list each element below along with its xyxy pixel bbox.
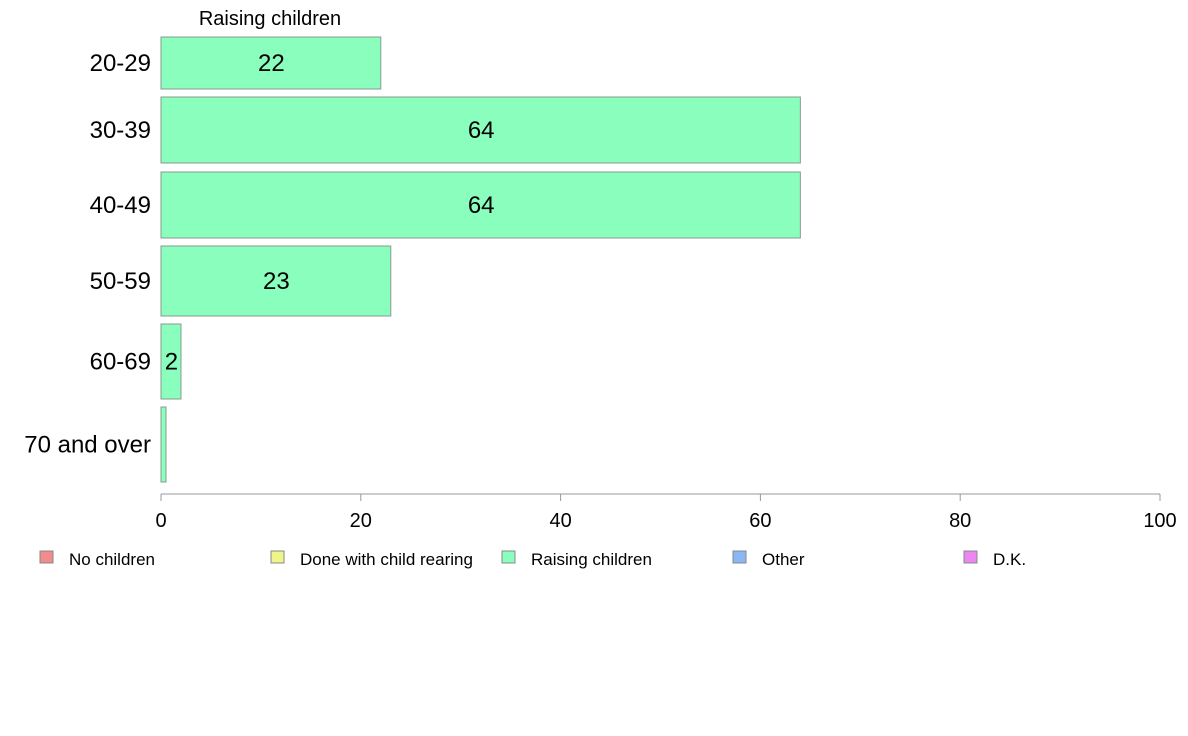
category-label: 30-39 xyxy=(90,117,151,144)
bar-value-label: 64 xyxy=(468,117,495,144)
legend-swatch xyxy=(501,550,516,564)
x-tick-label: 80 xyxy=(949,510,971,532)
legend-label: D.K. xyxy=(993,550,1026,569)
bar-20-29 xyxy=(160,36,382,90)
legend-swatch xyxy=(963,550,978,564)
category-label: 40-49 xyxy=(90,192,151,219)
bar-value-label: 23 xyxy=(263,268,290,295)
x-tick-label: 100 xyxy=(1143,510,1176,532)
bar-50-59 xyxy=(160,245,392,317)
bar-value-label: 64 xyxy=(468,192,495,219)
category-label: 50-59 xyxy=(90,268,151,295)
category-label: 70 and over xyxy=(24,432,151,459)
facet-title: Raising children xyxy=(199,8,341,30)
bar-40-49 xyxy=(160,171,801,239)
bar-value-label: 22 xyxy=(258,50,285,77)
bar-value-label: 2 xyxy=(165,349,178,376)
bar-70-and-over xyxy=(160,406,167,483)
legend-swatch xyxy=(732,550,747,564)
legend: No children Done with child rearing Raisin… xyxy=(39,550,1026,569)
bar-30-39 xyxy=(160,96,801,164)
legend-label: Raising children xyxy=(531,550,652,569)
x-tick-label: 40 xyxy=(549,510,571,532)
x-tick-label: 60 xyxy=(749,510,771,532)
bars-layer: 22 64 64 23 2 xyxy=(160,36,801,483)
category-label: 60-69 xyxy=(90,349,151,376)
bar-60-69 xyxy=(160,323,182,400)
category-label: 20-29 xyxy=(90,50,151,77)
legend-label: Done with child rearing xyxy=(300,550,473,569)
category-labels: 20-29 30-39 40-49 50-59 60-69 70 and over xyxy=(24,50,151,459)
x-axis: 0 20 40 60 80 100 xyxy=(155,493,1177,532)
x-tick-label: 0 xyxy=(155,510,166,532)
legend-label: Other xyxy=(762,550,805,569)
legend-swatch xyxy=(270,550,285,564)
x-tick-label: 20 xyxy=(350,510,372,532)
legend-label: No children xyxy=(69,550,155,569)
legend-swatch xyxy=(39,550,54,564)
